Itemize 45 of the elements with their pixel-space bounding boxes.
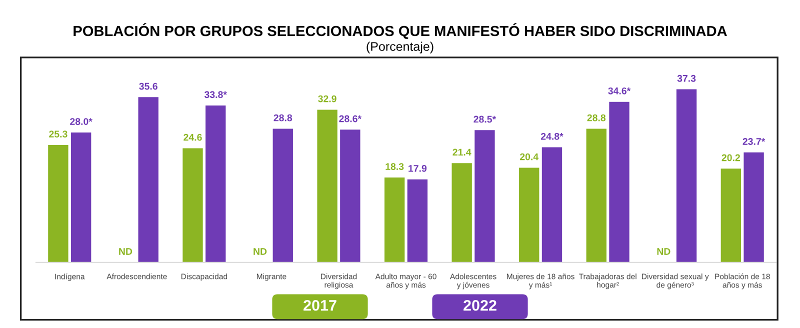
bar bbox=[519, 168, 540, 262]
bar bbox=[272, 128, 293, 262]
bar bbox=[586, 128, 606, 262]
data-label: 28.6* bbox=[339, 115, 362, 122]
data-label: 20.2 bbox=[722, 154, 740, 162]
bar bbox=[182, 148, 203, 262]
bar bbox=[676, 89, 697, 262]
data-label: 28.0* bbox=[70, 118, 92, 125]
bar bbox=[70, 132, 92, 262]
bar bbox=[474, 130, 495, 262]
bar bbox=[452, 163, 472, 262]
bar bbox=[138, 97, 158, 262]
bar bbox=[384, 177, 405, 262]
data-label: 17.9 bbox=[408, 164, 427, 172]
data-label: 33.8* bbox=[204, 91, 227, 98]
data-label: 24.8* bbox=[540, 132, 564, 140]
text: ND bbox=[119, 248, 132, 255]
bar bbox=[720, 168, 742, 262]
bar bbox=[48, 144, 68, 262]
chart-subtitle: (Porcentaje) bbox=[366, 42, 434, 54]
data-label: 35.6 bbox=[139, 82, 158, 90]
text: 2022 bbox=[464, 300, 496, 311]
bar bbox=[317, 110, 338, 262]
data-label: 24.6 bbox=[184, 134, 202, 141]
data-label: 25.3 bbox=[49, 130, 68, 138]
chart-title: POBLACIÓN POR GRUPOS SELECCIONADOS QUE MANIFESTÓ HABER SIDO DISCRIMINADA bbox=[74, 23, 727, 39]
text: 2017 bbox=[304, 300, 336, 311]
data-label: 20.4 bbox=[520, 153, 539, 160]
bar bbox=[340, 130, 360, 262]
data-label: 28.8 bbox=[587, 114, 606, 122]
data-label: 23.7* bbox=[742, 138, 766, 145]
data-label: 28.8 bbox=[274, 114, 292, 122]
data-label: 28.5* bbox=[474, 116, 496, 123]
data-label: 34.6* bbox=[608, 87, 631, 94]
data-label: 37.3 bbox=[677, 74, 696, 82]
bar bbox=[744, 152, 764, 262]
bar bbox=[609, 102, 630, 262]
text: ND bbox=[657, 248, 670, 255]
data-label: 18.3 bbox=[386, 163, 404, 170]
data-label: 21.4 bbox=[452, 148, 472, 156]
bar bbox=[542, 147, 562, 262]
data-label: 32.9 bbox=[318, 95, 336, 102]
text: ND bbox=[254, 248, 267, 255]
bar bbox=[407, 179, 428, 262]
bar bbox=[206, 106, 226, 262]
